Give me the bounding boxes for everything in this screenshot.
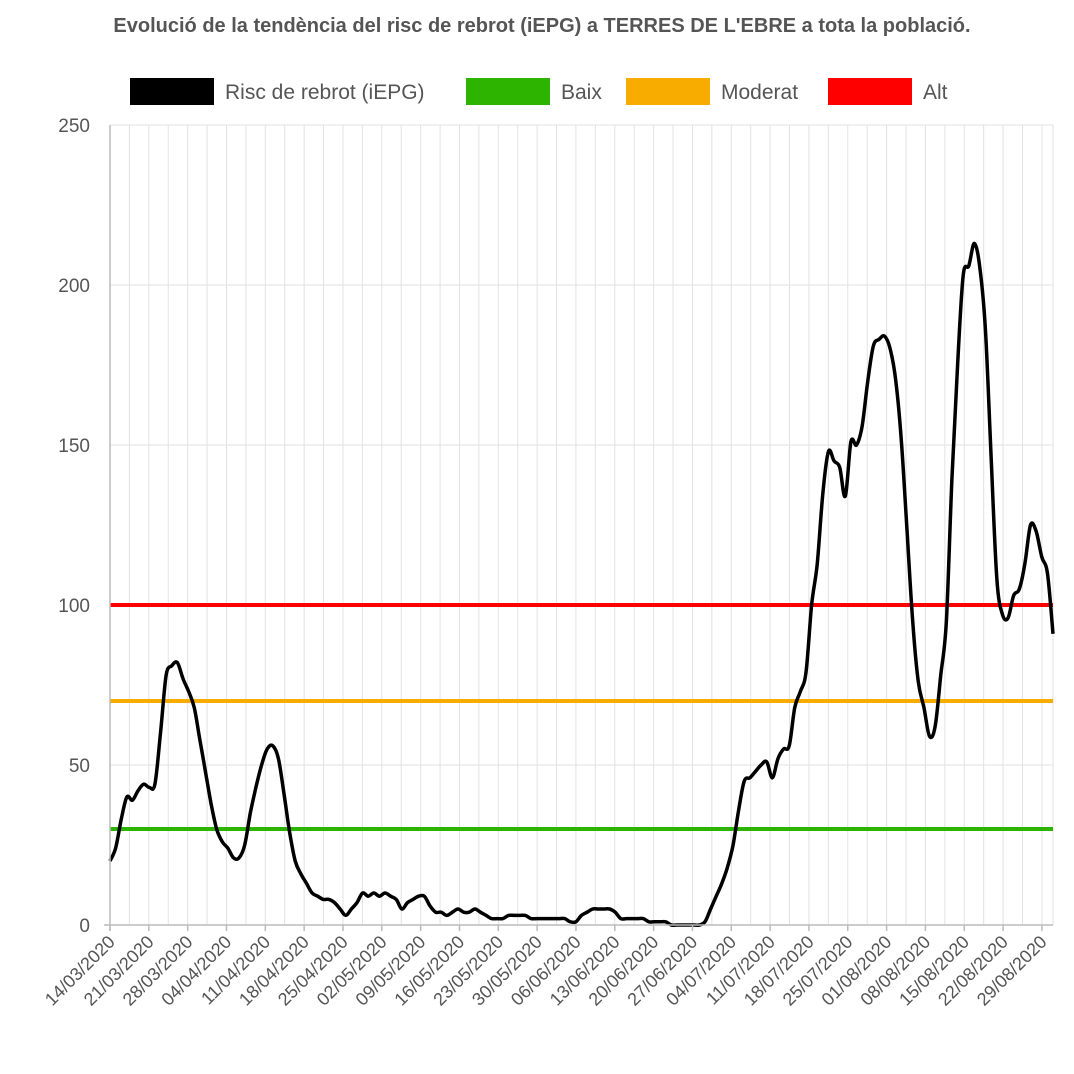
- legend-swatch: [626, 78, 710, 105]
- y-axis-ticks: 0 50 100 150 200 250: [58, 116, 90, 937]
- legend-item[interactable]: Risc de rebrot (iEPG): [130, 78, 425, 105]
- legend-label: Risc de rebrot (iEPG): [225, 81, 425, 104]
- grid: [109, 124, 1054, 926]
- legend: Risc de rebrot (iEPG) Baix Moderat Alt: [130, 78, 948, 105]
- axes: [104, 125, 1053, 931]
- chart-title: Evolució de la tendència del risc de reb…: [113, 15, 970, 37]
- y-tick-label: 0: [79, 916, 90, 937]
- legend-label: Alt: [923, 81, 948, 104]
- legend-swatch: [466, 78, 550, 105]
- series-line-iepg: [108, 241, 1055, 927]
- legend-label: Moderat: [721, 81, 798, 104]
- series-lines: [108, 241, 1055, 927]
- y-tick-label: 50: [69, 756, 90, 777]
- legend-item[interactable]: Moderat: [626, 78, 798, 105]
- legend-swatch: [130, 78, 214, 105]
- y-tick-label: 100: [58, 596, 90, 617]
- y-tick-label: 250: [58, 116, 90, 137]
- y-tick-label: 150: [58, 436, 90, 457]
- x-axis-ticks: 14/03/202021/03/202028/03/202004/04/2020…: [41, 925, 1051, 1010]
- legend-item[interactable]: Baix: [466, 78, 602, 105]
- legend-swatch: [828, 78, 912, 105]
- y-tick-label: 200: [58, 276, 90, 297]
- legend-item[interactable]: Alt: [828, 78, 948, 105]
- threshold-lines: [110, 603, 1053, 831]
- legend-label: Baix: [561, 81, 602, 104]
